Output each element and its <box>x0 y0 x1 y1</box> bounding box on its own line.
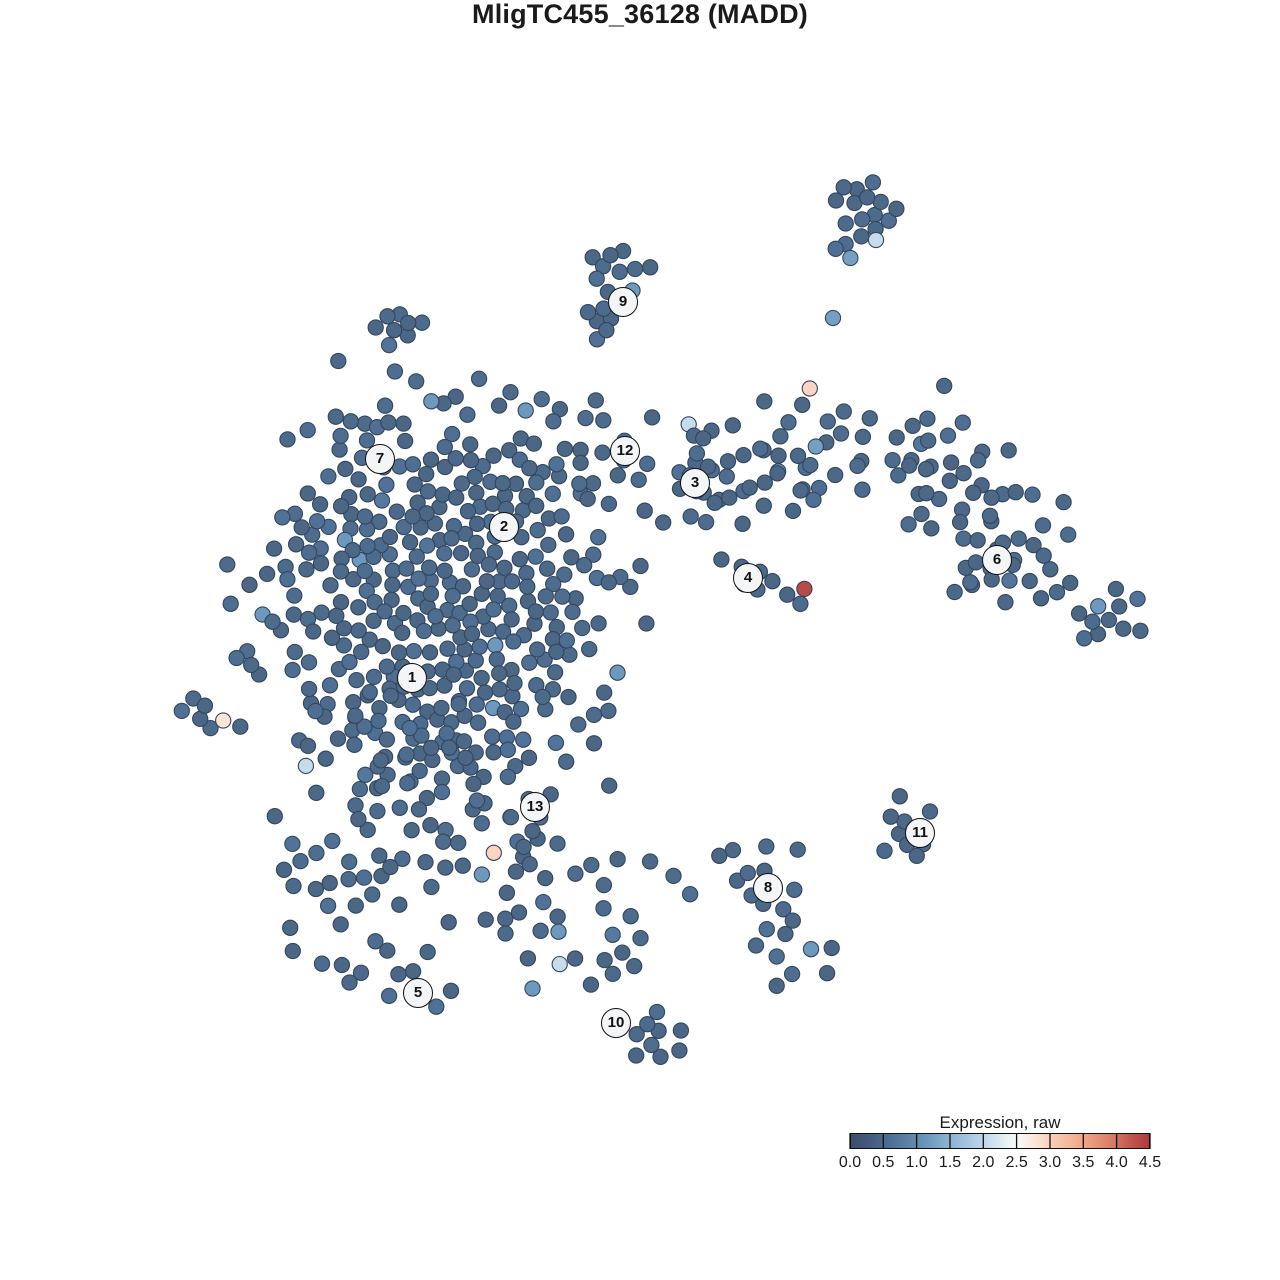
svg-text:2.0: 2.0 <box>972 1154 994 1171</box>
svg-text:4.0: 4.0 <box>1105 1154 1127 1171</box>
svg-text:4.5: 4.5 <box>1139 1154 1161 1171</box>
svg-text:0.0: 0.0 <box>839 1154 861 1171</box>
svg-text:2.5: 2.5 <box>1005 1154 1027 1171</box>
svg-text:0.5: 0.5 <box>872 1154 894 1171</box>
svg-text:1.5: 1.5 <box>939 1154 961 1171</box>
svg-text:3.0: 3.0 <box>1039 1154 1061 1171</box>
svg-text:1.0: 1.0 <box>905 1154 927 1171</box>
svg-text:3.5: 3.5 <box>1072 1154 1094 1171</box>
